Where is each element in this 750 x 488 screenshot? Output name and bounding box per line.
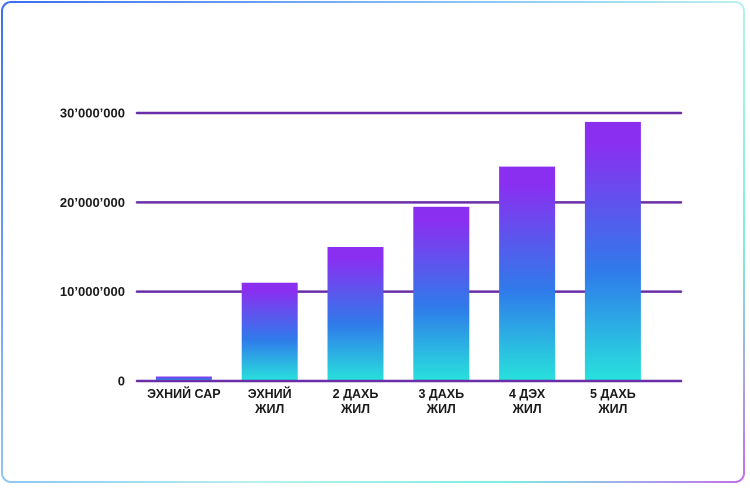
x-tick-label: ЖИЛ xyxy=(426,402,456,416)
x-tick-label: ЖИЛ xyxy=(512,402,542,416)
x-tick-label: 2 ДАХЬ xyxy=(333,387,379,401)
bar xyxy=(327,247,384,381)
bar xyxy=(499,166,556,381)
y-tick-label: 20’000’000 xyxy=(60,195,125,210)
x-tick-label: 5 ДАХЬ xyxy=(590,387,636,401)
y-tick-label: 30’000’000 xyxy=(60,106,125,121)
y-tick-label: 0 xyxy=(118,374,125,389)
x-tick-label: ЭХНИЙ xyxy=(248,386,292,401)
bar xyxy=(413,206,470,381)
x-tick-label: 4 ДЭХ xyxy=(509,387,546,401)
x-tick-label: ЖИЛ xyxy=(254,402,284,416)
x-tick-label: ЖИЛ xyxy=(597,402,627,416)
bar xyxy=(155,376,212,381)
x-tick-label: ЭХНИЙ САР xyxy=(147,386,220,401)
y-tick-label: 10’000’000 xyxy=(60,284,125,299)
x-tick-label: 3 ДАХЬ xyxy=(418,387,464,401)
bar xyxy=(584,121,641,381)
bar xyxy=(241,282,298,381)
x-tick-label: ЖИЛ xyxy=(340,402,370,416)
